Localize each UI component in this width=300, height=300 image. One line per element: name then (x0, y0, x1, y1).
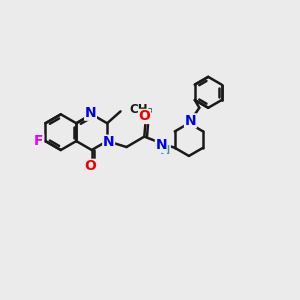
Text: N: N (85, 106, 96, 120)
Text: N: N (155, 138, 167, 152)
Text: N: N (184, 114, 196, 128)
Text: O: O (139, 110, 151, 123)
Text: O: O (84, 159, 96, 173)
Text: N: N (103, 135, 115, 149)
Text: F: F (34, 134, 44, 148)
Text: H: H (160, 143, 170, 157)
Text: CH₃: CH₃ (130, 103, 153, 116)
